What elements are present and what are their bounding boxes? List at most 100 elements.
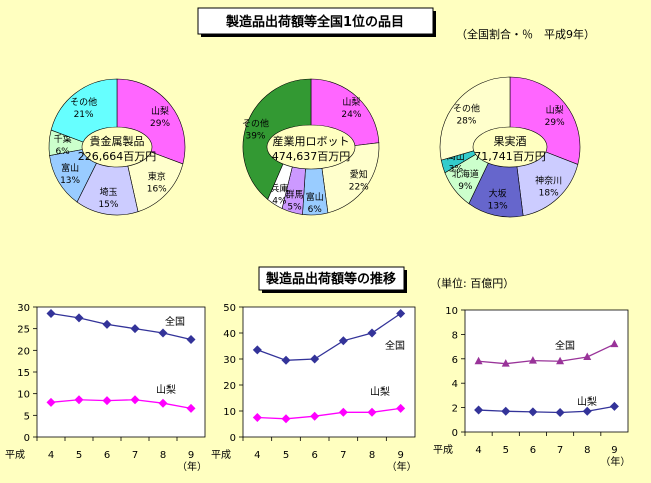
x-tick-label: 9 — [611, 445, 617, 456]
y-tick-label: 40 — [223, 329, 236, 340]
top-title: 製造品出荷額等全国1位の品目 — [225, 14, 404, 30]
slice-value-label: 3% — [449, 165, 464, 175]
data-point — [583, 352, 592, 360]
y-tick-label: 0 — [452, 428, 458, 439]
y-tick-label: 50 — [223, 303, 236, 314]
series-label: 全国 — [385, 339, 405, 352]
slice-name-label: 富山 — [306, 191, 324, 203]
donut-slice-6 — [50, 78, 118, 143]
donut-center-total: 474,637百万円 — [272, 150, 351, 163]
donut-chart-3: 山梨 29% 神奈川 18% 大坂 13% 北海道 9% 岡山 3% その他 28% 果実酒 71,741… — [439, 76, 581, 218]
series-line — [257, 407, 401, 420]
donut-center-title: 貴金属製品 — [90, 134, 145, 148]
x-tick-label: 9 — [188, 450, 194, 461]
bottom-note: （単位: 百億円） — [430, 276, 514, 290]
x-tick-label: 7 — [557, 445, 563, 456]
slice-value-label: 18% — [539, 188, 559, 198]
x-tick-label: 4 — [48, 450, 54, 461]
data-point — [609, 401, 619, 411]
slice-name-label: その他 — [242, 117, 269, 129]
data-point — [396, 403, 406, 413]
data-point — [102, 319, 112, 329]
x-prefix-label: 平成 — [211, 449, 231, 461]
series-line — [478, 405, 615, 414]
bottom-title: 製造品出荷額等の推移 — [265, 271, 396, 287]
y-tick-label: 20 — [17, 346, 30, 357]
series-label: 山梨 — [370, 385, 390, 398]
slice-value-label: 22% — [349, 182, 369, 192]
top-title-box: 製造品出荷額等全国1位の品目 — [197, 7, 436, 37]
data-point — [74, 395, 84, 405]
slice-name-label: 神奈川 — [535, 174, 562, 186]
slice-value-label: 29% — [545, 118, 565, 128]
data-point — [102, 396, 112, 406]
slice-name-label: 富山 — [61, 162, 79, 174]
slice-value-label: 39% — [245, 131, 265, 141]
x-tick-label: 8 — [584, 445, 590, 456]
y-tick-label: 6 — [452, 355, 458, 366]
data-point — [582, 406, 592, 416]
slice-value-label: 29% — [150, 119, 170, 129]
x-tick-label: 7 — [340, 450, 346, 461]
data-point — [130, 324, 140, 334]
x-tick-label: 5 — [76, 450, 82, 461]
x-unit-label: （年） — [600, 455, 630, 468]
donut-center-title: 産業用ロボット — [273, 135, 350, 148]
y-tick-label: 15 — [17, 368, 30, 379]
donut-center-total: 226,664百万円 — [78, 150, 157, 163]
slice-name-label: 兵庫 — [270, 182, 288, 194]
x-tick-label: 7 — [132, 450, 138, 461]
slice-value-label: 6% — [55, 147, 70, 157]
y-tick-label: 10 — [223, 407, 236, 418]
data-point — [310, 354, 320, 364]
slice-value-label: 13% — [60, 176, 80, 186]
x-unit-label: （年） — [387, 460, 417, 473]
series-label: 山梨 — [156, 383, 176, 396]
donut-chart-2: 山梨 24% 愛知 22% 富山 6% 群馬 5% 兵庫 4% その他 39% 産業用ロボット 474,6… — [242, 78, 380, 216]
donut-chart-1: 山梨29%東京16%埼玉15%富山13%千葉6%その他21%貴金属製品226,6… — [48, 78, 186, 216]
data-point — [555, 407, 565, 417]
series-label: 全国 — [555, 339, 575, 352]
slice-name-label: その他 — [70, 96, 97, 108]
slice-value-label: 15% — [98, 200, 118, 210]
data-point — [367, 407, 377, 417]
x-tick-label: 5 — [503, 445, 509, 456]
slice-name-label: 群馬 — [286, 189, 304, 201]
slice-name-label: 岡山 — [447, 152, 465, 163]
slice-value-label: 4% — [272, 196, 287, 206]
donut-slice-1 — [509, 76, 581, 165]
y-tick-label: 2 — [452, 404, 458, 415]
data-point — [310, 411, 320, 421]
slice-name-label: 山梨 — [151, 105, 169, 117]
series-line — [50, 312, 192, 341]
donut-center-total: 71,741百万円 — [474, 150, 546, 163]
y-tick-label: 25 — [17, 325, 30, 336]
x-prefix-label: 平成 — [433, 444, 453, 456]
data-point — [74, 313, 84, 323]
x-tick-label: 6 — [104, 450, 110, 461]
donut-center-title: 果実酒 — [494, 134, 527, 148]
data-point — [396, 309, 406, 318]
data-point — [252, 345, 262, 355]
data-point — [528, 356, 537, 364]
data-point — [46, 397, 56, 407]
bottom-title-box: 製造品出荷額等の推移 — [258, 266, 407, 293]
data-point — [281, 355, 291, 365]
top-note: （全国割合・％ 平成9年） — [456, 27, 595, 41]
y-tick-label: 0 — [230, 433, 236, 444]
slice-name-label: 山梨 — [546, 104, 564, 116]
data-point — [474, 356, 483, 365]
slice-value-label: 21% — [74, 110, 94, 120]
slice-name-label: その他 — [453, 103, 480, 115]
y-tick-label: 20 — [223, 381, 236, 392]
plot-area — [464, 309, 629, 433]
data-point — [528, 407, 538, 417]
series-label: 全国 — [165, 315, 185, 328]
y-tick-label: 8 — [452, 330, 458, 341]
x-tick-label: 9 — [397, 450, 403, 461]
series-line — [257, 312, 402, 361]
y-tick-label: 4 — [452, 379, 458, 390]
